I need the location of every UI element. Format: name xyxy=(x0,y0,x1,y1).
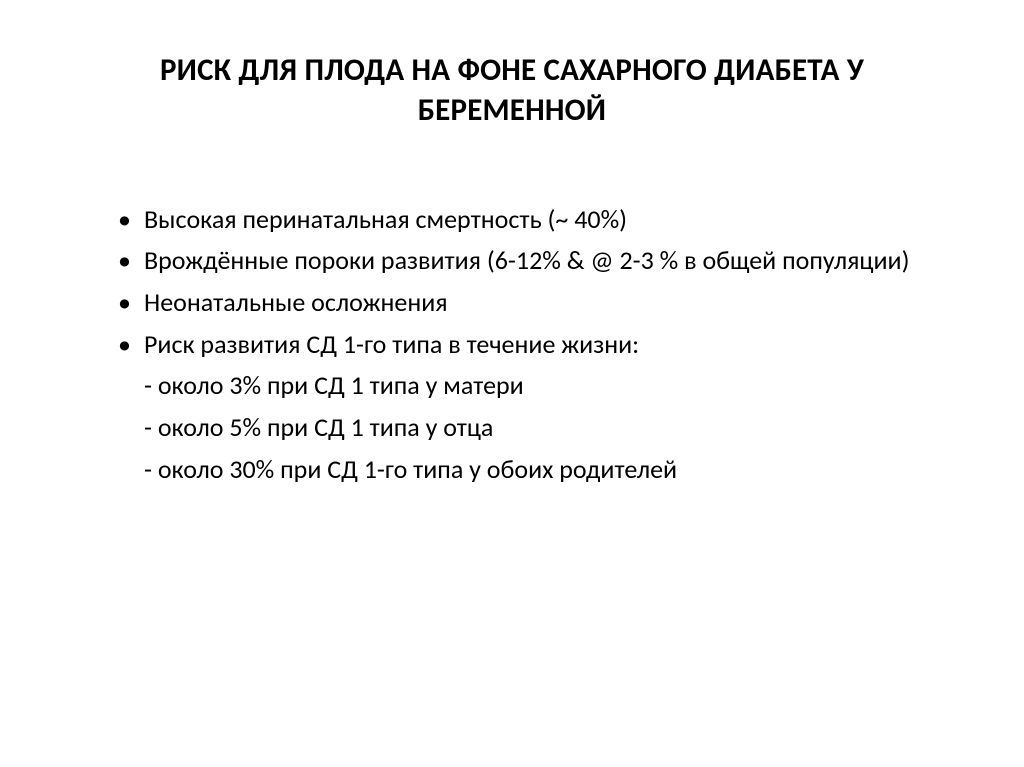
slide-body: Высокая перинатальная смертность (~ 40%)… xyxy=(70,201,954,489)
sub-line: - около 30% при СД 1-го типа у обоих род… xyxy=(118,451,954,489)
bullet-item: Врождённые пороки развития (6-12% & @ 2-… xyxy=(118,242,954,280)
slide-title: РИСК ДЛЯ ПЛОДА НА ФОНЕ САХАРНОГО ДИАБЕТА… xyxy=(70,50,954,131)
bullet-item: Высокая перинатальная смертность (~ 40%) xyxy=(118,201,954,239)
bullet-item: Риск развития СД 1-го типа в течение жиз… xyxy=(118,326,954,364)
bullet-item: Неонатальные осложнения xyxy=(118,284,954,322)
slide: РИСК ДЛЯ ПЛОДА НА ФОНЕ САХАРНОГО ДИАБЕТА… xyxy=(0,0,1024,767)
sub-line: - около 3% при СД 1 типа у матери xyxy=(118,367,954,405)
bullet-list: Высокая перинатальная смертность (~ 40%)… xyxy=(118,201,954,364)
sub-line: - около 5% при СД 1 типа у отца xyxy=(118,409,954,447)
